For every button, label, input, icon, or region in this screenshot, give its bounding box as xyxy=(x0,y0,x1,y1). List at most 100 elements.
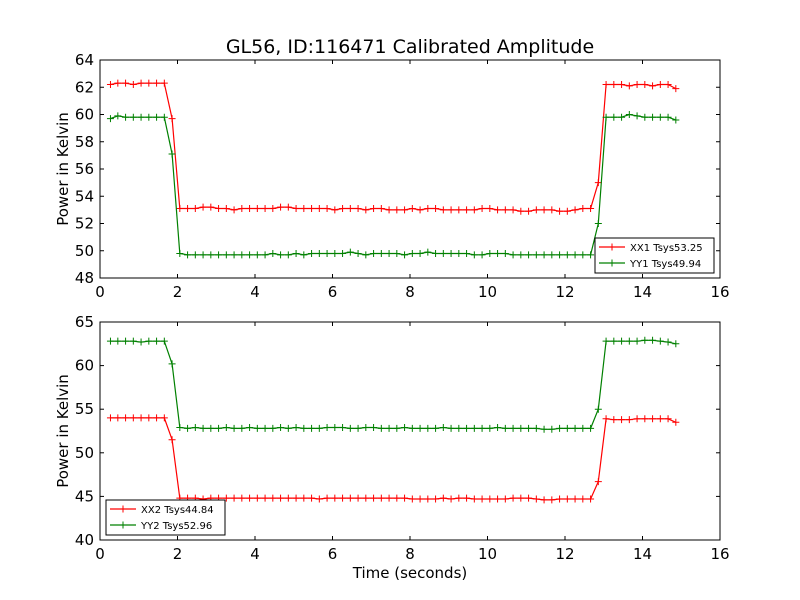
data-point-marker xyxy=(323,424,331,432)
data-point-marker xyxy=(339,494,347,502)
data-point-marker xyxy=(664,81,672,89)
data-point-marker xyxy=(486,205,494,213)
data-point-marker xyxy=(277,251,285,259)
data-point-marker xyxy=(618,337,626,345)
data-point-marker xyxy=(168,436,176,444)
data-point-marker xyxy=(308,494,316,502)
data-point-marker xyxy=(494,424,502,432)
x-tick-label: 12 xyxy=(555,283,574,301)
data-point-marker xyxy=(494,249,502,257)
y-tick-label: 48 xyxy=(75,269,94,287)
data-point-marker xyxy=(556,207,564,215)
data-point-marker xyxy=(672,340,680,348)
data-point-marker xyxy=(447,249,455,257)
data-point-marker xyxy=(486,495,494,503)
data-point-marker xyxy=(478,424,486,432)
data-point-marker xyxy=(222,251,230,259)
data-point-marker xyxy=(199,424,207,432)
data-point-marker xyxy=(246,494,254,502)
data-point-marker xyxy=(416,249,424,257)
data-point-marker xyxy=(463,494,471,502)
data-point-marker xyxy=(184,251,192,259)
data-point-marker xyxy=(277,494,285,502)
data-point-marker xyxy=(416,495,424,503)
data-point-marker xyxy=(455,249,463,257)
y-axis-label: Power in Kelvin xyxy=(54,374,72,488)
data-point-marker xyxy=(509,206,517,214)
data-point-marker xyxy=(594,220,602,227)
data-point-marker xyxy=(602,81,610,89)
data-point-marker xyxy=(253,205,261,213)
data-point-marker xyxy=(594,179,602,187)
y-tick-label: 55 xyxy=(75,400,94,418)
data-point-marker xyxy=(432,249,440,257)
data-point-marker xyxy=(579,251,587,259)
data-point-marker xyxy=(145,79,153,87)
data-point-marker xyxy=(184,205,192,213)
data-point-marker xyxy=(222,205,230,213)
data-point-marker xyxy=(238,494,246,502)
data-point-marker xyxy=(602,415,610,423)
data-point-marker xyxy=(525,494,533,502)
data-point-marker xyxy=(176,205,184,213)
data-point-marker xyxy=(641,415,649,423)
data-point-marker xyxy=(362,424,370,432)
y-tick-label: 56 xyxy=(75,160,94,178)
data-point-marker xyxy=(370,494,378,502)
y-tick-label: 45 xyxy=(75,487,94,505)
data-point-marker xyxy=(323,494,331,502)
data-point-marker xyxy=(137,79,145,87)
data-point-marker xyxy=(532,495,540,503)
data-point-marker xyxy=(509,424,517,432)
data-point-marker xyxy=(416,206,424,214)
data-point-marker xyxy=(215,424,223,432)
data-point-marker xyxy=(246,205,254,213)
data-point-marker xyxy=(610,337,618,345)
x-tick-label: 8 xyxy=(405,545,415,563)
data-point-marker xyxy=(587,495,595,503)
data-point-marker xyxy=(401,494,409,502)
data-point-marker xyxy=(253,494,261,502)
data-point-marker xyxy=(393,206,401,214)
data-point-marker xyxy=(160,79,168,87)
data-point-marker xyxy=(455,206,463,214)
data-point-marker xyxy=(269,424,277,432)
data-point-marker xyxy=(664,338,672,346)
data-point-marker xyxy=(463,206,471,214)
data-point-marker xyxy=(463,249,471,257)
data-point-marker xyxy=(649,336,657,344)
y-axis-label: Power in Kelvin xyxy=(54,112,72,226)
data-point-marker xyxy=(556,424,564,432)
chart-title: GL56, ID:116471 Calibrated Amplitude xyxy=(226,36,594,58)
data-point-marker xyxy=(618,81,626,89)
data-point-marker xyxy=(106,81,114,89)
data-point-marker xyxy=(501,206,509,214)
data-point-marker xyxy=(168,360,176,368)
data-point-marker xyxy=(284,203,292,211)
data-point-marker xyxy=(230,494,238,502)
data-point-marker xyxy=(191,205,199,213)
x-tick-label: 6 xyxy=(328,545,338,563)
data-point-marker xyxy=(463,424,471,432)
data-point-marker xyxy=(362,251,370,259)
data-point-marker xyxy=(261,251,269,259)
data-point-marker xyxy=(649,113,657,121)
x-tick-label: 14 xyxy=(633,283,652,301)
data-point-marker xyxy=(377,424,385,432)
data-point-marker xyxy=(323,249,331,257)
x-tick-label: 2 xyxy=(173,283,183,301)
data-point-marker xyxy=(315,249,323,257)
data-point-marker xyxy=(354,494,362,502)
data-point-marker xyxy=(230,206,238,214)
data-point-marker xyxy=(432,424,440,432)
data-point-marker xyxy=(447,495,455,503)
data-point-marker xyxy=(401,206,409,214)
y-tick-label: 64 xyxy=(75,51,94,69)
y-tick-label: 50 xyxy=(75,242,94,260)
data-point-marker xyxy=(137,338,145,346)
data-point-marker xyxy=(424,424,432,432)
data-point-marker xyxy=(610,81,618,89)
legend-marker xyxy=(119,505,127,513)
data-point-marker xyxy=(556,495,564,503)
data-point-marker xyxy=(199,203,207,211)
